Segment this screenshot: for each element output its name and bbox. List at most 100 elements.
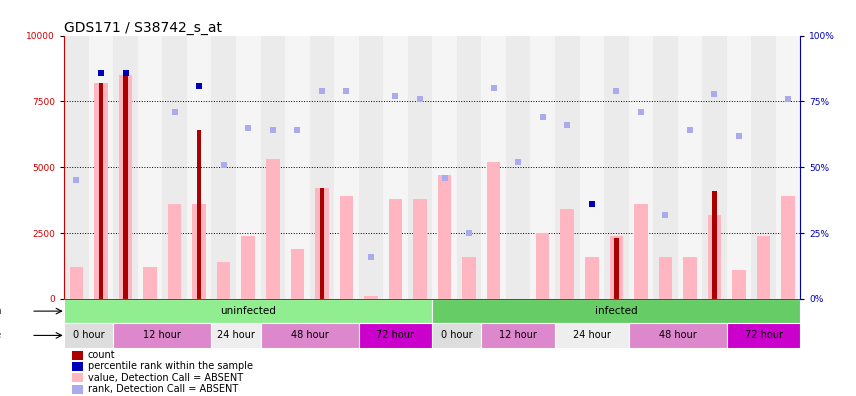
Bar: [310, 36, 334, 299]
Bar: [340, 196, 354, 299]
Bar: [708, 215, 722, 299]
Bar: [628, 36, 653, 299]
Bar: [64, 299, 432, 323]
Text: 24 hour: 24 hour: [217, 330, 255, 341]
Text: 0 hour: 0 hour: [441, 330, 473, 341]
Point: [69, 177, 83, 184]
Bar: [757, 236, 770, 299]
Bar: [383, 36, 407, 299]
Bar: [727, 36, 752, 299]
Bar: [727, 323, 800, 348]
Bar: [285, 36, 310, 299]
Bar: [407, 36, 432, 299]
Bar: [69, 267, 83, 299]
Bar: [413, 199, 427, 299]
Text: infection: infection: [0, 306, 2, 316]
Point: [561, 122, 574, 128]
Bar: [487, 162, 501, 299]
Bar: [628, 323, 727, 348]
Bar: [143, 267, 157, 299]
Text: 24 hour: 24 hour: [573, 330, 610, 341]
Point: [782, 96, 795, 102]
Point: [168, 109, 181, 115]
Bar: [658, 257, 672, 299]
Text: uninfected: uninfected: [220, 306, 276, 316]
Bar: [315, 188, 329, 299]
Text: 12 hour: 12 hour: [144, 330, 181, 341]
Bar: [752, 36, 776, 299]
Bar: [72, 385, 82, 394]
Bar: [555, 36, 580, 299]
Bar: [290, 249, 304, 299]
Point: [290, 127, 304, 133]
Bar: [432, 36, 457, 299]
Bar: [531, 36, 555, 299]
Bar: [260, 36, 285, 299]
Text: percentile rank within the sample: percentile rank within the sample: [88, 361, 253, 371]
Bar: [609, 236, 623, 299]
Bar: [481, 323, 555, 348]
Bar: [359, 36, 383, 299]
Bar: [732, 270, 746, 299]
Bar: [241, 236, 255, 299]
Bar: [123, 75, 128, 299]
Bar: [614, 238, 619, 299]
Bar: [197, 130, 201, 299]
Text: 48 hour: 48 hour: [291, 330, 329, 341]
Bar: [113, 323, 211, 348]
Bar: [462, 257, 476, 299]
Bar: [193, 204, 206, 299]
Bar: [163, 36, 187, 299]
Bar: [561, 209, 574, 299]
Point: [732, 133, 746, 139]
Bar: [72, 373, 82, 383]
Text: value, Detection Call = ABSENT: value, Detection Call = ABSENT: [88, 373, 243, 383]
Text: 48 hour: 48 hour: [659, 330, 697, 341]
Point: [119, 69, 133, 76]
Bar: [457, 36, 481, 299]
Point: [193, 82, 206, 89]
Point: [585, 201, 598, 208]
Point: [511, 159, 525, 165]
Bar: [782, 196, 795, 299]
Bar: [334, 36, 359, 299]
Bar: [585, 257, 598, 299]
Bar: [138, 36, 163, 299]
Point: [487, 85, 501, 91]
Point: [340, 88, 354, 94]
Point: [364, 254, 377, 260]
Text: GDS171 / S38742_s_at: GDS171 / S38742_s_at: [64, 21, 223, 34]
Bar: [211, 36, 236, 299]
Point: [634, 109, 648, 115]
Bar: [776, 36, 800, 299]
Bar: [678, 36, 702, 299]
Text: count: count: [88, 350, 116, 360]
Bar: [319, 188, 324, 299]
Text: time: time: [0, 330, 2, 341]
Point: [94, 69, 108, 76]
Bar: [536, 233, 550, 299]
Bar: [432, 299, 800, 323]
Bar: [211, 323, 260, 348]
Bar: [72, 351, 82, 360]
Bar: [94, 83, 108, 299]
Bar: [64, 323, 113, 348]
Bar: [712, 191, 716, 299]
Point: [266, 127, 280, 133]
Point: [462, 230, 476, 236]
Bar: [389, 199, 402, 299]
Bar: [481, 36, 506, 299]
Bar: [113, 36, 138, 299]
Bar: [580, 36, 604, 299]
Bar: [72, 362, 82, 371]
Point: [241, 125, 255, 131]
Point: [413, 96, 427, 102]
Text: 72 hour: 72 hour: [377, 330, 414, 341]
Point: [609, 88, 623, 94]
Bar: [168, 204, 181, 299]
Point: [217, 162, 230, 168]
Text: infected: infected: [595, 306, 638, 316]
Point: [658, 211, 672, 218]
Text: 72 hour: 72 hour: [745, 330, 782, 341]
Bar: [89, 36, 113, 299]
